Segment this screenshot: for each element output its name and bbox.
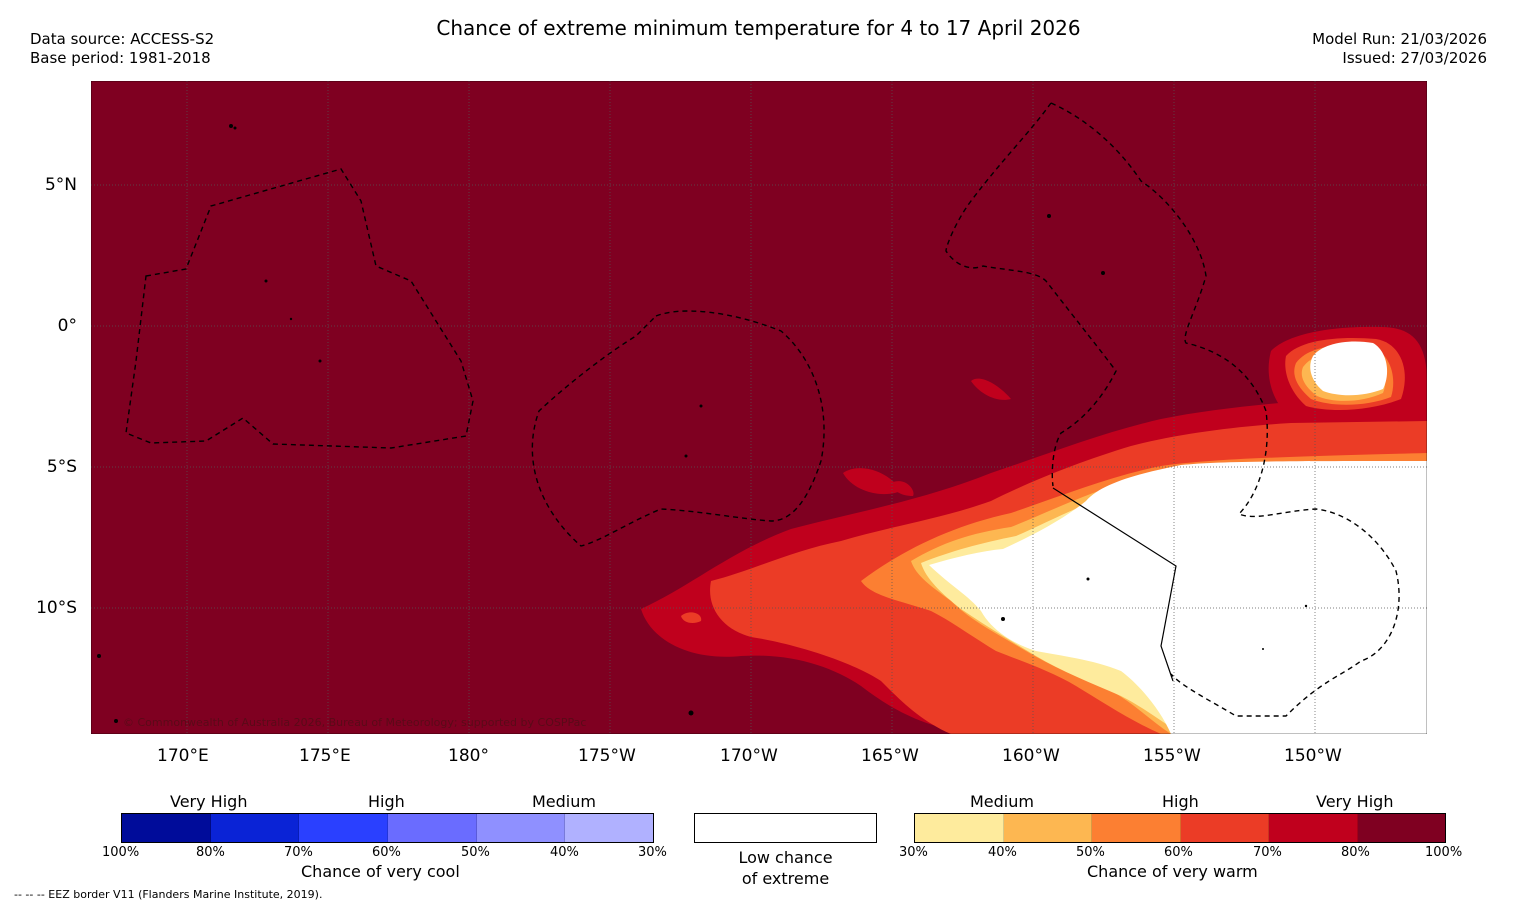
warm-swatch-3 xyxy=(1092,814,1181,842)
cool-swatch-1 xyxy=(122,814,211,842)
warm-tick-50: 50% xyxy=(1076,845,1105,860)
model-run: Model Run: 21/03/2026 xyxy=(1312,30,1487,48)
cool-swatch-6 xyxy=(565,814,654,842)
lon-tick-165w: 165°W xyxy=(861,746,919,766)
low-chance-label-line1: Low chance xyxy=(738,848,833,867)
lon-tick-150w: 150°W xyxy=(1284,746,1342,766)
cool-category-medium: Medium xyxy=(532,792,596,811)
data-source: Data source: ACCESS-S2 xyxy=(30,30,215,48)
maritime-boundary xyxy=(1052,487,1177,682)
warm-80-patch-b xyxy=(971,378,1011,400)
warm-tick-40: 40% xyxy=(988,845,1017,860)
cool-swatch-4 xyxy=(388,814,477,842)
low-chance-swatch xyxy=(694,813,877,843)
cool-tick-50: 50% xyxy=(461,845,490,860)
warm-legend-label: Chance of very warm xyxy=(1087,862,1258,881)
low-chance-region xyxy=(929,461,1427,734)
lon-tick-180: 180° xyxy=(448,746,489,766)
lon-tick-170w: 170°W xyxy=(720,746,778,766)
cool-swatch-5 xyxy=(476,814,566,842)
lat-tick-5n: 5°N xyxy=(44,175,77,195)
lat-tick-0: 0° xyxy=(57,316,77,336)
warm-category-very-high: Very High xyxy=(1316,792,1394,811)
warm-swatch-5 xyxy=(1269,814,1358,842)
lon-tick-155w: 155°W xyxy=(1143,746,1201,766)
cool-tick-70: 70% xyxy=(284,845,313,860)
lon-tick-170e: 170°E xyxy=(157,746,209,766)
lat-tick-5s: 5°S xyxy=(46,457,77,477)
lon-tick-175e: 175°E xyxy=(299,746,351,766)
warm-swatch-1 xyxy=(915,814,1004,842)
warm-80-patch-a xyxy=(843,468,901,495)
cool-tick-30: 30% xyxy=(638,845,667,860)
warm-swatch-2 xyxy=(1003,814,1092,842)
base-period: Base period: 1981-2018 xyxy=(30,49,211,67)
islands xyxy=(97,124,1308,723)
map-title: Chance of extreme minimum temperature fo… xyxy=(436,16,1081,40)
low-chance-blob-ne xyxy=(1310,341,1388,396)
cool-swatch-2 xyxy=(210,814,300,842)
low-chance-label-line2: of extreme xyxy=(741,869,830,888)
cool-category-very-high: Very High xyxy=(170,792,248,811)
copyright-notice: © Commonwealth of Australia 2026, Bureau… xyxy=(123,716,586,729)
cool-category-high: High xyxy=(368,792,405,811)
lat-tick-10s: 10°S xyxy=(36,598,77,618)
warm-80-patch-c xyxy=(891,481,914,496)
cool-tick-80: 80% xyxy=(196,845,225,860)
lon-tick-160w: 160°W xyxy=(1002,746,1060,766)
warm-tick-30: 30% xyxy=(899,845,928,860)
cool-legend-label: Chance of very cool xyxy=(301,862,460,881)
cool-swatch-3 xyxy=(299,814,389,842)
warm-category-high: High xyxy=(1162,792,1199,811)
cool-tick-100: 100% xyxy=(102,845,140,860)
lon-tick-175w: 175°W xyxy=(578,746,636,766)
warm-tick-80: 80% xyxy=(1341,845,1370,860)
eez-footnote: -- -- -- EEZ border V11 (Flanders Marine… xyxy=(14,888,323,901)
warm-70-patch xyxy=(681,612,702,624)
probability-map: © Commonwealth of Australia 2026, Bureau… xyxy=(91,81,1427,734)
eez-borders xyxy=(125,102,1400,717)
warm-tick-60: 60% xyxy=(1164,845,1193,860)
warm-swatch-4 xyxy=(1180,814,1269,842)
warm-category-medium: Medium xyxy=(970,792,1034,811)
warm-tick-100: 100% xyxy=(1425,845,1463,860)
warm-tick-70: 70% xyxy=(1253,845,1282,860)
cool-tick-60: 60% xyxy=(372,845,401,860)
cool-colorbar xyxy=(121,813,654,843)
issued-date: Issued: 27/03/2026 xyxy=(1342,49,1487,67)
warm-swatch-6 xyxy=(1357,814,1445,842)
graticule xyxy=(91,81,1427,734)
cool-tick-40: 40% xyxy=(550,845,579,860)
warm-colorbar xyxy=(914,813,1446,843)
